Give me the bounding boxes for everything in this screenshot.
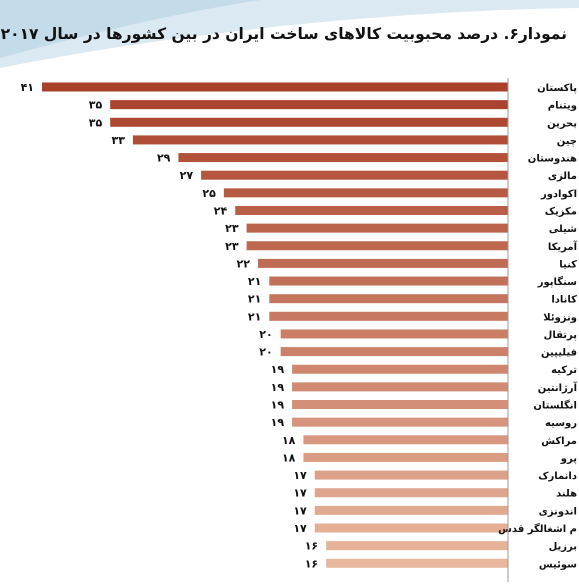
category-label: مکزیک — [545, 206, 577, 217]
bar — [326, 558, 508, 568]
category-label: سنگاپور — [537, 275, 577, 288]
bar — [314, 505, 508, 515]
category-label: سوئیس — [539, 559, 577, 570]
bar — [303, 435, 508, 445]
bar — [292, 417, 508, 427]
category-label: چین — [557, 136, 577, 147]
category-label: ونزوئلا — [543, 312, 577, 323]
data-label: ۳۳ — [111, 134, 125, 147]
bar — [201, 170, 508, 180]
bar — [223, 188, 509, 198]
bar — [314, 488, 508, 498]
bar — [280, 347, 508, 357]
bar — [269, 294, 508, 304]
category-label: بحرین — [547, 118, 577, 129]
data-label: ۱۶ — [305, 557, 318, 570]
data-label: ۲۲ — [237, 257, 251, 270]
chart-title: نمودار۶. درصد محبوبیت کالاهای ساخت ایران… — [0, 25, 567, 43]
category-label: دانمارک — [538, 471, 577, 482]
bar — [110, 117, 508, 127]
data-label: ۱۷ — [293, 504, 307, 517]
category-label: م اشغالگر قدس — [498, 522, 577, 535]
bar — [257, 258, 508, 268]
category-label: اکوادور — [540, 189, 577, 200]
data-label: ۱۹ — [271, 363, 285, 376]
data-label: ۱۸ — [282, 434, 296, 447]
bar — [303, 452, 508, 462]
data-label: ۲۰ — [259, 328, 272, 341]
category-label: روسیه — [545, 418, 577, 429]
category-label: فیلیپین — [541, 348, 577, 359]
bar — [314, 523, 508, 533]
category-label: ترکیه — [551, 365, 577, 376]
data-label: ۳۵ — [89, 99, 103, 112]
bar — [110, 100, 508, 110]
category-label: کنیا — [559, 259, 577, 270]
data-label: ۱۷ — [293, 469, 307, 482]
category-label: هلند — [556, 489, 577, 500]
category-label: مالزی — [548, 171, 577, 182]
category-label: شیلی — [549, 224, 577, 235]
bars-layer: ۴۱ پاکستان ۳۵ ویتنام ۳۵ بحرین ۳۳ چین ۲۹ هندوستان ۲… — [21, 81, 578, 570]
data-label: ۱۹ — [271, 399, 285, 412]
bar — [292, 400, 508, 410]
data-label: ۱۷ — [293, 487, 307, 500]
category-label: مراکش — [541, 436, 577, 447]
header-decoration — [0, 0, 579, 68]
bar — [292, 364, 508, 374]
data-label: ۲۰ — [259, 346, 272, 359]
data-label: ۲۳ — [225, 240, 239, 253]
category-label: هندوستان — [528, 154, 577, 165]
data-label: ۱۷ — [293, 522, 307, 535]
bar — [246, 223, 508, 233]
data-label: ۳۵ — [89, 116, 103, 129]
category-label: انگلستان — [533, 399, 577, 412]
category-label: آمریکا — [548, 240, 578, 253]
data-label: ۱۹ — [271, 416, 285, 429]
data-label: ۲۵ — [202, 187, 216, 200]
category-label: اندونزی — [539, 506, 577, 517]
data-label: ۱۹ — [271, 381, 285, 394]
bar — [178, 153, 508, 163]
data-label: ۲۳ — [225, 222, 239, 235]
bar — [42, 82, 508, 92]
bar — [326, 541, 508, 551]
data-label: ۲۷ — [180, 169, 194, 182]
data-label: ۲۱ — [248, 293, 261, 306]
bar — [235, 205, 508, 215]
bar — [292, 382, 508, 392]
bar — [132, 135, 509, 145]
bar — [269, 311, 508, 321]
bar — [280, 329, 508, 339]
data-label: ۲۹ — [157, 152, 171, 165]
data-label: ۱۸ — [282, 451, 296, 464]
category-label: ویتنام — [548, 101, 577, 112]
category-label: پرتقال — [544, 330, 578, 341]
data-label: ۲۴ — [214, 204, 228, 217]
bar — [269, 276, 508, 286]
category-label: پاکستان — [537, 83, 577, 94]
category-label: آرژانتین — [538, 381, 578, 394]
bar — [246, 241, 508, 251]
bar — [314, 470, 508, 480]
category-label: کانادا — [551, 295, 577, 306]
data-label: ۲۱ — [248, 310, 261, 323]
category-label: پرو — [560, 453, 577, 464]
data-label: ۱۶ — [305, 540, 318, 553]
data-label: ۴۱ — [21, 81, 34, 94]
header-wave-shape-inner — [0, 0, 260, 58]
data-label: ۲۱ — [248, 275, 261, 288]
category-label: برزیل — [549, 542, 577, 553]
